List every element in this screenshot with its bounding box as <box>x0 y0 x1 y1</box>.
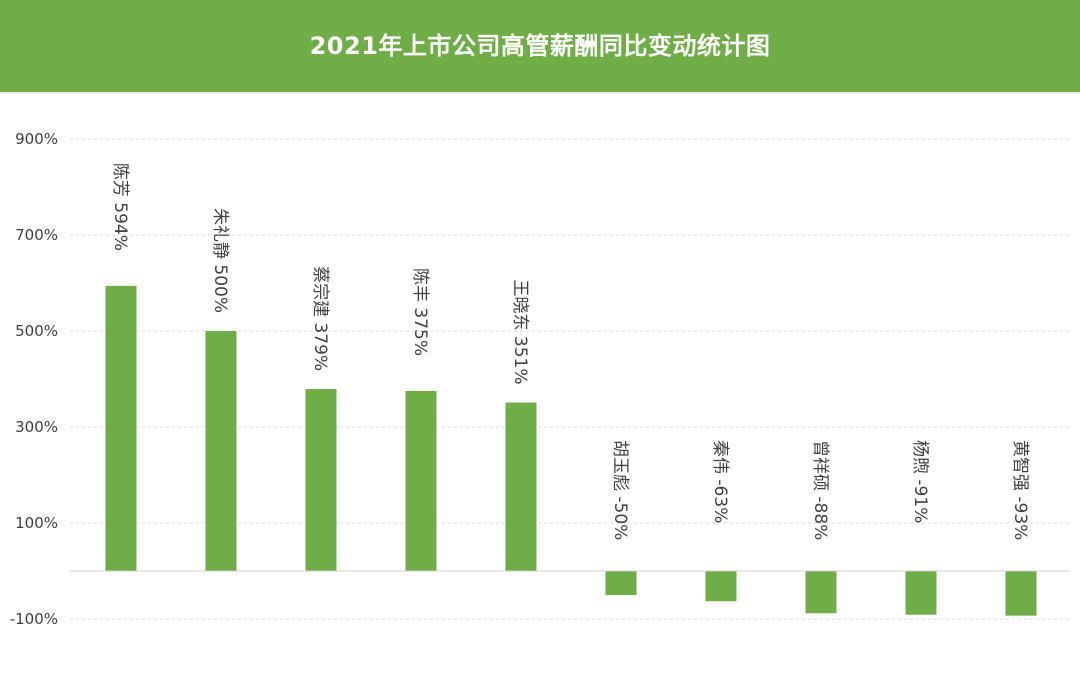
bar <box>205 331 237 571</box>
gridlines <box>70 138 1070 620</box>
bar-data-label: 杨煦 -91% <box>910 440 930 523</box>
chart-title: 2021年上市公司高管薪酬同比变动统计图 <box>309 31 771 60</box>
bar <box>505 402 537 571</box>
y-tick-label: 700% <box>15 226 58 244</box>
bars <box>105 285 1037 616</box>
bar-data-label: 陈芳 594% <box>110 163 130 251</box>
y-tick-label: 900% <box>15 130 58 148</box>
bar-data-label: 曾祥硕 -88% <box>810 440 830 540</box>
bar-data-label: 朱礼静 500% <box>210 208 230 313</box>
bar <box>805 571 837 614</box>
bar <box>105 285 137 571</box>
y-tick-label: 100% <box>15 514 58 532</box>
bar <box>1005 571 1037 616</box>
bar <box>705 571 737 602</box>
chart-header: 2021年上市公司高管薪酬同比变动统计图 <box>0 0 1080 92</box>
bar-data-label: 蔡宗建 379% <box>310 266 330 371</box>
bar <box>605 571 637 595</box>
y-tick-label: -100% <box>10 610 58 628</box>
bar-data-label: 陈丰 375% <box>410 268 430 356</box>
bar-data-label: 黄智强 -93% <box>1010 440 1030 540</box>
y-tick-label: 300% <box>15 418 58 436</box>
y-axis: 900% 700% 500% 300% 100% -100% <box>10 130 58 628</box>
y-tick-label: 500% <box>15 322 58 340</box>
bar <box>905 571 937 615</box>
header-divider <box>0 92 1080 95</box>
bar-data-label: 胡玉彪 -50% <box>610 440 630 540</box>
bar <box>305 389 337 571</box>
bar-labels: 陈芳 594% 朱礼静 500% 蔡宗建 379% 陈丰 375% 王晓东 351% 胡玉… <box>110 163 1030 540</box>
bar-data-label: 秦伟 -63% <box>710 440 730 523</box>
bar <box>405 391 437 571</box>
bar-data-label: 王晓东 351% <box>510 280 530 385</box>
